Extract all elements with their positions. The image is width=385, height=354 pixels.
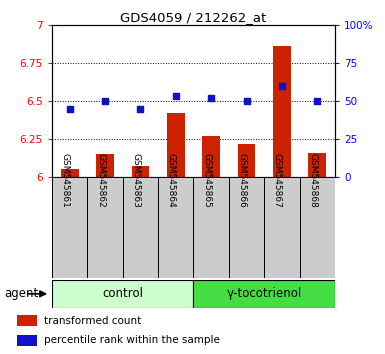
Bar — [158, 177, 193, 278]
Bar — [52, 280, 193, 308]
Bar — [17, 335, 37, 346]
Bar — [132, 166, 149, 177]
Bar — [193, 177, 229, 278]
Text: GSM545865: GSM545865 — [202, 153, 211, 207]
Bar — [273, 46, 291, 177]
Bar — [167, 113, 185, 177]
Point — [208, 95, 214, 101]
Bar — [17, 315, 37, 326]
Text: GSM545861: GSM545861 — [61, 153, 70, 207]
Title: GDS4059 / 212262_at: GDS4059 / 212262_at — [121, 11, 266, 24]
Bar — [238, 143, 255, 177]
Bar — [52, 177, 87, 278]
Text: GSM545864: GSM545864 — [167, 153, 176, 207]
Text: GSM545867: GSM545867 — [273, 153, 282, 207]
Text: GSM545868: GSM545868 — [308, 153, 317, 207]
Point — [102, 98, 108, 104]
Bar — [96, 154, 114, 177]
Bar — [123, 177, 158, 278]
Point — [314, 98, 320, 104]
Text: γ-tocotrienol: γ-tocotrienol — [227, 287, 302, 300]
Point — [67, 105, 73, 111]
Text: control: control — [102, 287, 143, 300]
Bar — [308, 153, 326, 177]
Point — [279, 83, 285, 88]
Bar — [61, 170, 79, 177]
Bar — [202, 136, 220, 177]
Bar — [87, 177, 123, 278]
Bar — [229, 177, 264, 278]
Bar — [300, 177, 335, 278]
Point — [243, 98, 249, 104]
Text: GSM545866: GSM545866 — [238, 153, 246, 207]
Text: GSM545863: GSM545863 — [131, 153, 141, 207]
Text: GSM545862: GSM545862 — [96, 153, 105, 207]
Text: transformed count: transformed count — [44, 316, 141, 326]
Text: agent: agent — [4, 287, 38, 300]
Text: percentile rank within the sample: percentile rank within the sample — [44, 335, 220, 345]
Point — [137, 105, 144, 111]
Bar — [193, 280, 335, 308]
Bar — [264, 177, 300, 278]
Point — [173, 93, 179, 99]
